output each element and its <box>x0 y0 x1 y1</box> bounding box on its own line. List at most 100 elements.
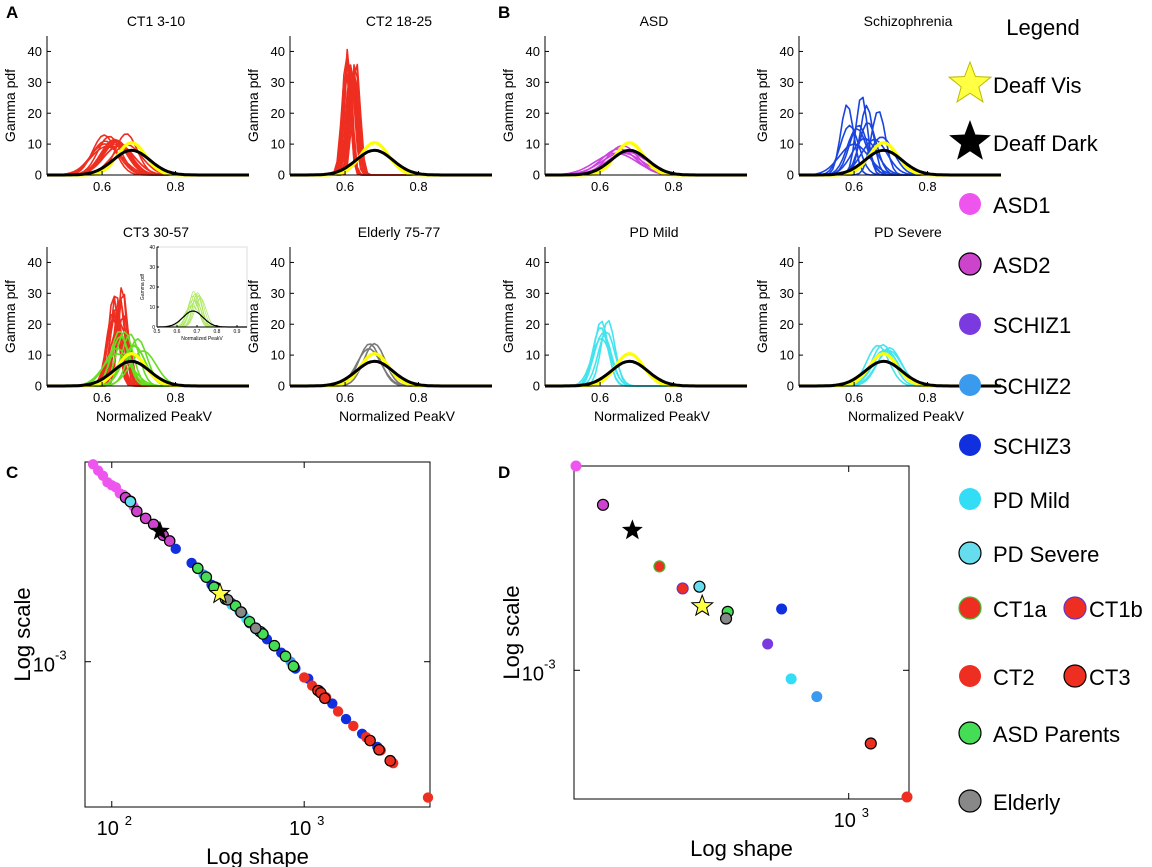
panel-title: ASD <box>640 13 669 29</box>
plot-frame <box>573 465 910 800</box>
y-tick-label: 40 <box>28 44 42 59</box>
y-tick-label: 10 <box>526 348 540 363</box>
panel-label-a: A <box>6 3 18 22</box>
legend-label: ASD Parents <box>993 722 1120 747</box>
pdf-panel-a4: 0 10 20 30 40 0.6 0.8 Gamma pdf Normalized PeakV… <box>245 224 492 424</box>
pdf-curve <box>545 337 747 387</box>
y-axis-label: Gamma pdf <box>140 273 146 300</box>
y-tick-label: 40 <box>526 44 540 59</box>
scatter-point <box>298 672 310 683</box>
scatter-point <box>200 571 213 583</box>
scatter-point <box>811 691 823 703</box>
scatter-point <box>332 706 344 717</box>
panel-title: Schizophrenia <box>864 13 953 29</box>
legend-circle-marker <box>959 488 981 510</box>
y-tick-label: 10 <box>28 348 42 363</box>
x-tick-label: 10 <box>834 810 856 832</box>
y-axis-label: Log scale <box>10 587 35 681</box>
y-tick-label: 10 <box>780 137 794 152</box>
legend-circle-marker <box>958 721 982 745</box>
scatter-point <box>901 791 913 803</box>
scatter-point <box>319 692 331 705</box>
y-tick-label: 30 <box>271 286 285 301</box>
pdf-curve <box>545 331 747 387</box>
x-tick-exponent: 2 <box>125 813 132 828</box>
scatter-point <box>621 519 643 540</box>
y-tick-label: 0 <box>35 168 42 183</box>
x-axis-label: Normalized PeakV <box>848 408 965 424</box>
panel-label-b: B <box>498 3 510 22</box>
legend-label: ASD2 <box>993 253 1050 278</box>
y-tick-label: 0 <box>278 168 285 183</box>
y-tick-exponent: -3 <box>544 656 556 671</box>
legend-label: Deaff Vis <box>993 73 1081 98</box>
x-axis-label: Normalized PeakV <box>181 336 223 342</box>
y-tick-label: 0 <box>152 325 155 331</box>
x-tick-label: 0.6 <box>845 390 863 405</box>
y-tick-label: 0 <box>787 379 794 394</box>
legend-label: CT3 <box>1089 665 1131 690</box>
scatter-point <box>373 743 385 756</box>
x-tick-label: 0.8 <box>665 390 683 405</box>
legend-circle-marker <box>958 541 982 565</box>
y-tick-label: 40 <box>28 255 42 270</box>
y-tick-label: 30 <box>780 75 794 90</box>
panel-title: CT3 30-57 <box>123 224 189 240</box>
y-tick-label: 20 <box>780 106 794 121</box>
scatter-point <box>719 612 733 625</box>
y-tick-label: 40 <box>780 44 794 59</box>
scatter-point <box>170 543 181 555</box>
legend-label: CT1a <box>993 597 1048 622</box>
scatter-point <box>192 562 204 575</box>
legend-label: CT1b <box>1089 597 1143 622</box>
y-tick-label: 40 <box>271 255 285 270</box>
y-tick-label: 30 <box>149 265 155 271</box>
y-tick-label: 20 <box>526 106 540 121</box>
y-tick-label: 10 <box>780 348 794 363</box>
pdf-curve <box>545 320 747 387</box>
legend-item: CT1a CT1b <box>958 596 1143 622</box>
x-axis-label: Log shape <box>690 836 793 861</box>
panel-title: Elderly 75-77 <box>358 224 441 240</box>
legend-item: PD Severe <box>958 541 1099 567</box>
legend-item: Elderly <box>958 789 1060 815</box>
x-tick-label: 0.8 <box>167 179 185 194</box>
legend-item: SCHIZ2 <box>959 374 1071 399</box>
y-axis-label: Gamma pdf <box>245 69 261 142</box>
y-tick-label: 0 <box>278 379 285 394</box>
y-tick-label: 30 <box>28 75 42 90</box>
x-tick-label: 0.6 <box>845 179 863 194</box>
pdf-curve <box>545 327 747 387</box>
x-tick-label: 0.8 <box>665 179 683 194</box>
pdf-curve <box>545 319 747 387</box>
y-tick-label: 20 <box>28 106 42 121</box>
x-tick-label: 0.8 <box>167 390 185 405</box>
pdf-panel-a1: 0 10 20 30 40 0.6 0.8 Gamma pdf CT1 3-10 <box>2 13 249 194</box>
y-tick-label: 30 <box>780 286 794 301</box>
x-tick-label: 0.6 <box>93 390 111 405</box>
scatter-point <box>776 603 788 615</box>
x-tick-label: 0.7 <box>194 329 201 335</box>
legend-circle-marker <box>1063 664 1087 688</box>
panel-title: CT2 18-25 <box>366 13 432 29</box>
x-tick-label: 0.8 <box>919 390 937 405</box>
y-tick-label: 0 <box>787 168 794 183</box>
y-tick-label: 20 <box>526 317 540 332</box>
legend-item: Deaff Vis <box>947 60 1081 103</box>
x-tick-label: 10 <box>97 818 119 840</box>
y-tick-label: 10 <box>149 305 155 311</box>
pdf-curve <box>545 359 747 388</box>
x-tick-label: 0.8 <box>410 179 428 194</box>
scatter-point <box>163 535 176 547</box>
legend-label: Deaff Dark <box>993 131 1099 156</box>
legend-circle-marker <box>959 434 981 456</box>
scatter-point <box>596 498 610 511</box>
legend-title: Legend <box>1006 15 1079 40</box>
x-tick-label: 0.6 <box>93 179 111 194</box>
gamma-pdf-panels: 0 10 20 30 40 0.6 0.8 Gamma pdf CT1 3-10 0 10 20 30 4… <box>2 13 1001 424</box>
legend-item: Deaff Dark <box>949 120 1099 160</box>
scatter-point <box>287 660 300 673</box>
pdf-panel-b2: 0 10 20 30 40 0.6 0.8 Gamma pdf Schizophrenia <box>754 13 1001 194</box>
